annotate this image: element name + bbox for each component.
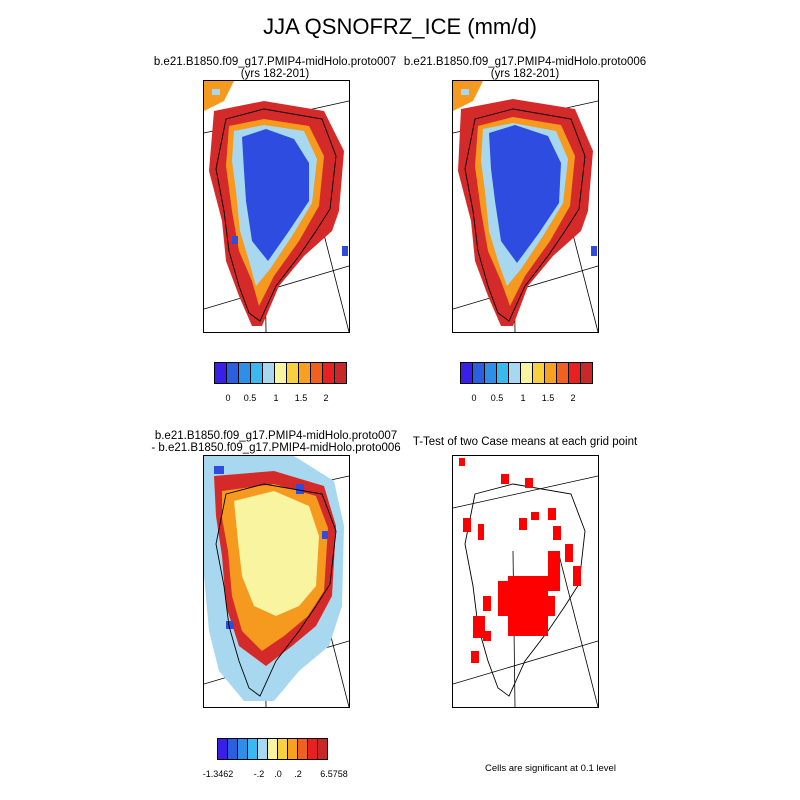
panel-title-line2: (yrs 182-201) bbox=[240, 68, 310, 80]
colorbar-tick: -1.3462 bbox=[202, 769, 234, 779]
colorbar-swatches bbox=[214, 362, 347, 384]
significance-note: Cells are significant at 0.1 level bbox=[485, 763, 616, 774]
panel-title-top-right: b.e21.B1850.f09_g17.PMIP4-midHolo.proto0… bbox=[395, 56, 655, 80]
colorbar-top-right bbox=[460, 362, 593, 384]
colorbar-top-left bbox=[214, 362, 347, 384]
colorbar-swatch bbox=[317, 738, 328, 760]
greenland-map-ttest bbox=[453, 458, 598, 707]
greenland-map-proto007 bbox=[204, 81, 349, 332]
map-panel-bottom-left bbox=[203, 455, 350, 708]
colorbar-tick: 2 bbox=[570, 393, 576, 403]
colorbar-bottom-left bbox=[217, 738, 328, 760]
colorbar-tick: 1.5 bbox=[541, 393, 555, 403]
colorbar-tick: 6.5758 bbox=[320, 769, 348, 779]
colorbar-tick: 0.5 bbox=[243, 393, 257, 403]
colorbar-swatches bbox=[460, 362, 593, 384]
panel-title-line1: b.e21.B1850.f09_g17.PMIP4-midHolo.proto0… bbox=[154, 430, 398, 442]
colorbar-tick: .0 bbox=[274, 769, 282, 779]
colorbar-swatches bbox=[217, 738, 328, 760]
map-panel-bottom-right bbox=[452, 455, 599, 708]
panel-title-line2: (yrs 182-201) bbox=[490, 68, 560, 80]
panel-title-bottom-right: T-Test of two Case means at each grid po… bbox=[412, 436, 638, 448]
colorbar-tick: 1 bbox=[520, 393, 526, 403]
map-panel-top-right bbox=[452, 80, 599, 333]
map-panel-top-left bbox=[203, 80, 350, 333]
colorbar-tick: .2 bbox=[294, 769, 302, 779]
panel-title-top-left: b.e21.B1850.f09_g17.PMIP4-midHolo.proto0… bbox=[140, 56, 410, 80]
greenland-map-difference bbox=[204, 456, 349, 707]
greenland-map-proto006 bbox=[453, 81, 598, 332]
panel-title-line2: - b.e21.B1850.f09_g17.PMIP4-midHolo.prot… bbox=[151, 442, 401, 454]
significant-cells bbox=[459, 458, 581, 663]
colorbar-tick: 0.5 bbox=[490, 393, 504, 403]
panel-title-bottom-left: b.e21.B1850.f09_g17.PMIP4-midHolo.proto0… bbox=[140, 430, 412, 454]
colorbar-swatch bbox=[580, 362, 593, 384]
panel-title-line1: b.e21.B1850.f09_g17.PMIP4-midHolo.proto0… bbox=[403, 56, 647, 68]
colorbar-tick: 2 bbox=[323, 393, 329, 403]
colorbar-tick: 0 bbox=[471, 393, 477, 403]
colorbar-tick: 0 bbox=[225, 393, 231, 403]
colorbar-tick: 1 bbox=[273, 393, 279, 403]
figure-title: JJA QSNOFRZ_ICE (mm/d) bbox=[263, 14, 537, 39]
colorbar-swatch bbox=[334, 362, 347, 384]
colorbar-tick: 1.5 bbox=[294, 393, 308, 403]
panel-title-line1: b.e21.B1850.f09_g17.PMIP4-midHolo.proto0… bbox=[153, 56, 397, 68]
colorbar-tick: -.2 bbox=[253, 769, 265, 779]
